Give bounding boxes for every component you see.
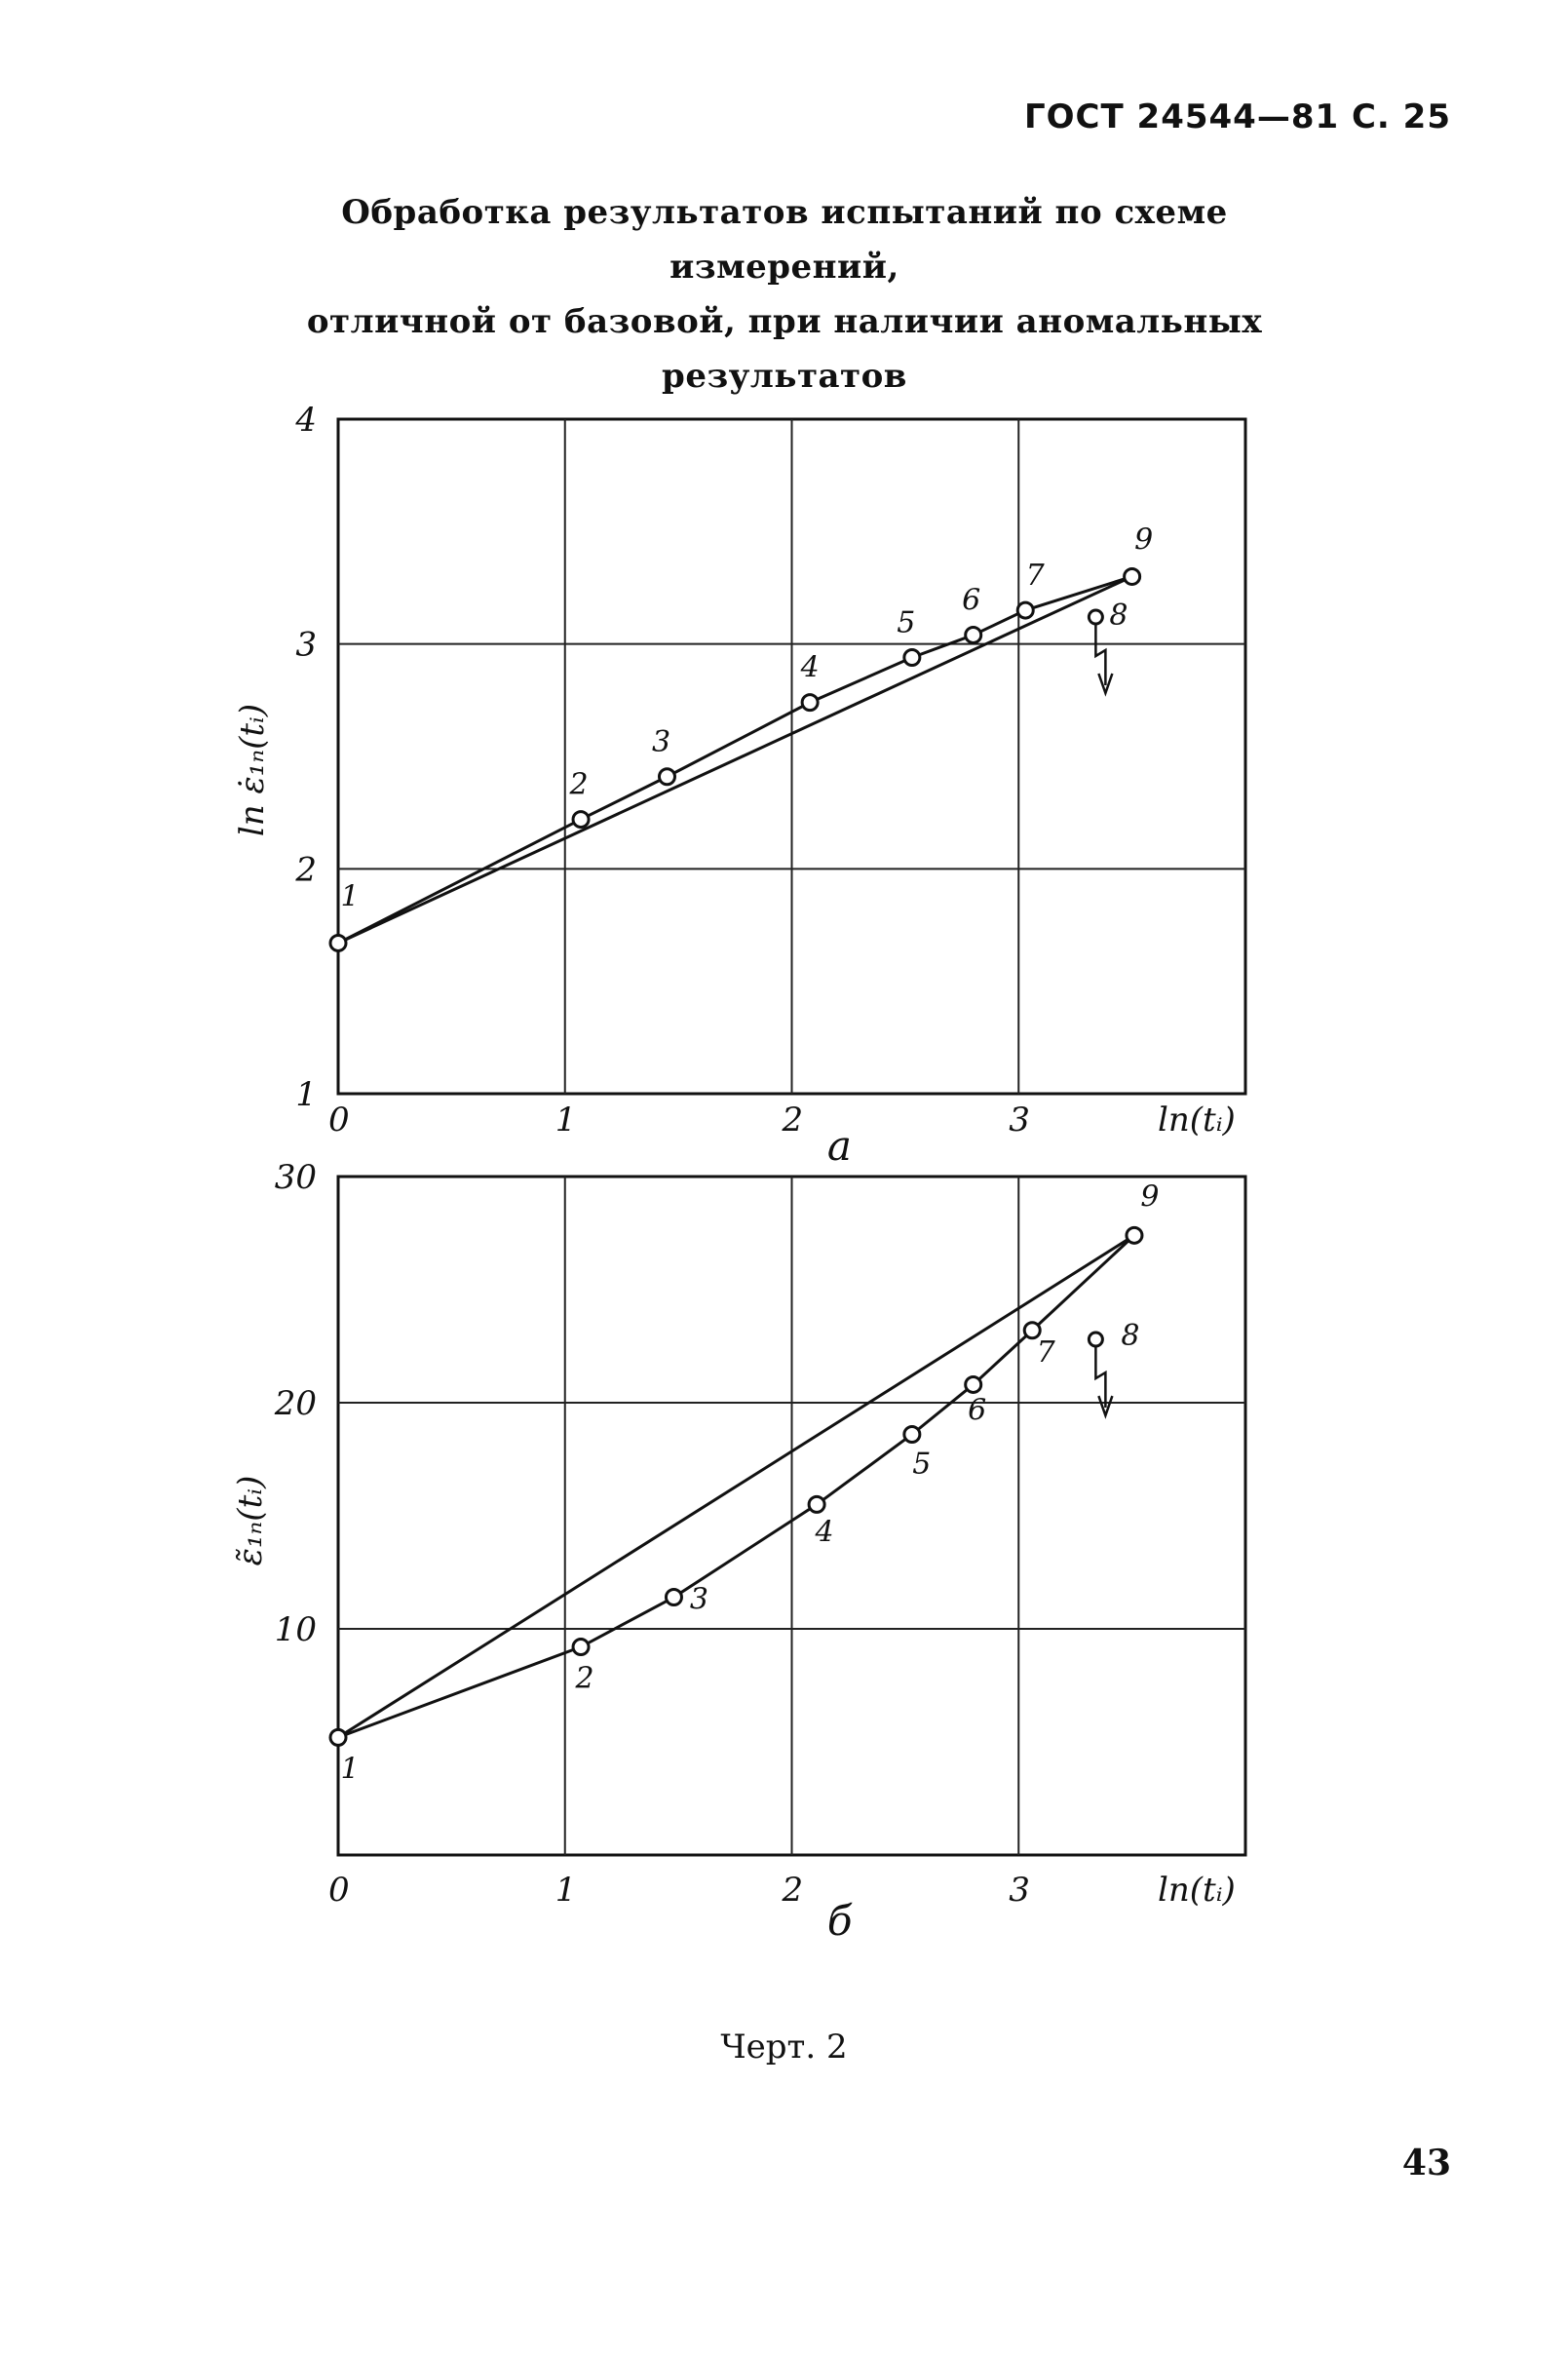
data-point-label: 5: [912, 1447, 931, 1481]
data-point: [964, 625, 983, 644]
y-tick-label: 1: [295, 1075, 317, 1114]
x-tick-label: 0: [328, 1101, 350, 1140]
anomalous-point-label: 8: [1109, 599, 1128, 633]
data-point-label: 6: [968, 1393, 986, 1427]
data-point: [664, 1588, 683, 1607]
x-axis-label: ln(tᵢ): [1158, 1871, 1236, 1910]
x-tick-label: 2: [782, 1101, 804, 1140]
x-tick-label: 1: [555, 1101, 577, 1140]
data-point-label: 3: [690, 1583, 708, 1617]
data-point: [328, 1727, 348, 1747]
document-header: ГОСТ 24544—81 С. 25: [1023, 97, 1451, 136]
x-axis-label: ln(tᵢ): [1158, 1101, 1236, 1140]
x-tick-label: 2: [782, 1871, 804, 1910]
data-point: [571, 810, 591, 830]
data-point: [1015, 600, 1035, 620]
data-polyline: [337, 575, 1133, 945]
data-point-label: 3: [652, 725, 670, 759]
data-point-label: 2: [568, 768, 588, 802]
anomalous-point: [1087, 608, 1104, 626]
x-tick-label: 1: [555, 1871, 577, 1910]
data-point-label: 9: [1140, 1179, 1159, 1214]
data-point-label: 5: [897, 606, 915, 640]
anomalous-point: [1087, 1331, 1104, 1348]
data-point-label: 7: [1037, 1335, 1056, 1370]
fit-line: [337, 1234, 1135, 1739]
figure-title: Обработка результатов испытаний по схеме…: [273, 185, 1296, 404]
title-line: результатов: [662, 357, 907, 396]
y-tick-label: 30: [275, 1158, 317, 1197]
data-point-label: 2: [574, 1662, 593, 1696]
data-point-label: 4: [800, 651, 820, 685]
y-axis-label: ln ε̇₁ₙ(tᵢ): [233, 704, 272, 836]
data-point: [964, 1374, 983, 1394]
data-point: [1125, 1225, 1144, 1245]
data-point-label: 7: [1026, 559, 1046, 593]
anomaly-arrow-head: [1097, 673, 1114, 697]
anomaly-arrow-head: [1097, 1395, 1114, 1419]
y-tick-label: 3: [295, 626, 317, 665]
data-point: [800, 693, 820, 713]
data-point-label: 4: [815, 1515, 834, 1549]
data-point: [807, 1494, 826, 1514]
data-point: [902, 648, 922, 668]
data-point: [657, 767, 676, 787]
panel-label: а: [827, 1122, 852, 1170]
data-point-label: 1: [340, 879, 359, 913]
x-tick-label: 3: [1009, 1101, 1030, 1140]
title-line: Обработка результатов испытаний по схеме…: [341, 193, 1228, 287]
y-tick-label: 2: [294, 850, 317, 889]
data-point-label: 6: [962, 583, 980, 617]
y-axis-label: ε̃₁ₙ(tᵢ): [231, 1476, 270, 1566]
data-point-label: 1: [340, 1752, 359, 1786]
x-tick-label: 3: [1009, 1871, 1030, 1910]
data-point: [902, 1424, 922, 1444]
panel-label: б: [827, 1897, 853, 1945]
anomaly-arrow-shaft: [1094, 1346, 1107, 1409]
data-point: [1022, 1321, 1042, 1340]
data-point: [571, 1638, 591, 1657]
data-point-label: 9: [1134, 522, 1153, 557]
figure-caption: Черт. 2: [720, 2028, 848, 2067]
fit-line: [337, 575, 1133, 945]
y-tick-label: 4: [294, 401, 317, 440]
data-polyline: [337, 1234, 1135, 1739]
x-tick-label: 0: [328, 1871, 350, 1910]
y-tick-label: 10: [275, 1610, 317, 1649]
y-tick-label: 20: [274, 1384, 317, 1423]
anomaly-arrow-shaft: [1094, 623, 1107, 685]
data-point: [1123, 566, 1142, 586]
data-point: [328, 933, 348, 952]
anomalous-point-label: 8: [1121, 1319, 1139, 1353]
page-number: 43: [1401, 2143, 1451, 2183]
title-line: отличной от базовой, при наличии аномаль…: [306, 302, 1263, 341]
